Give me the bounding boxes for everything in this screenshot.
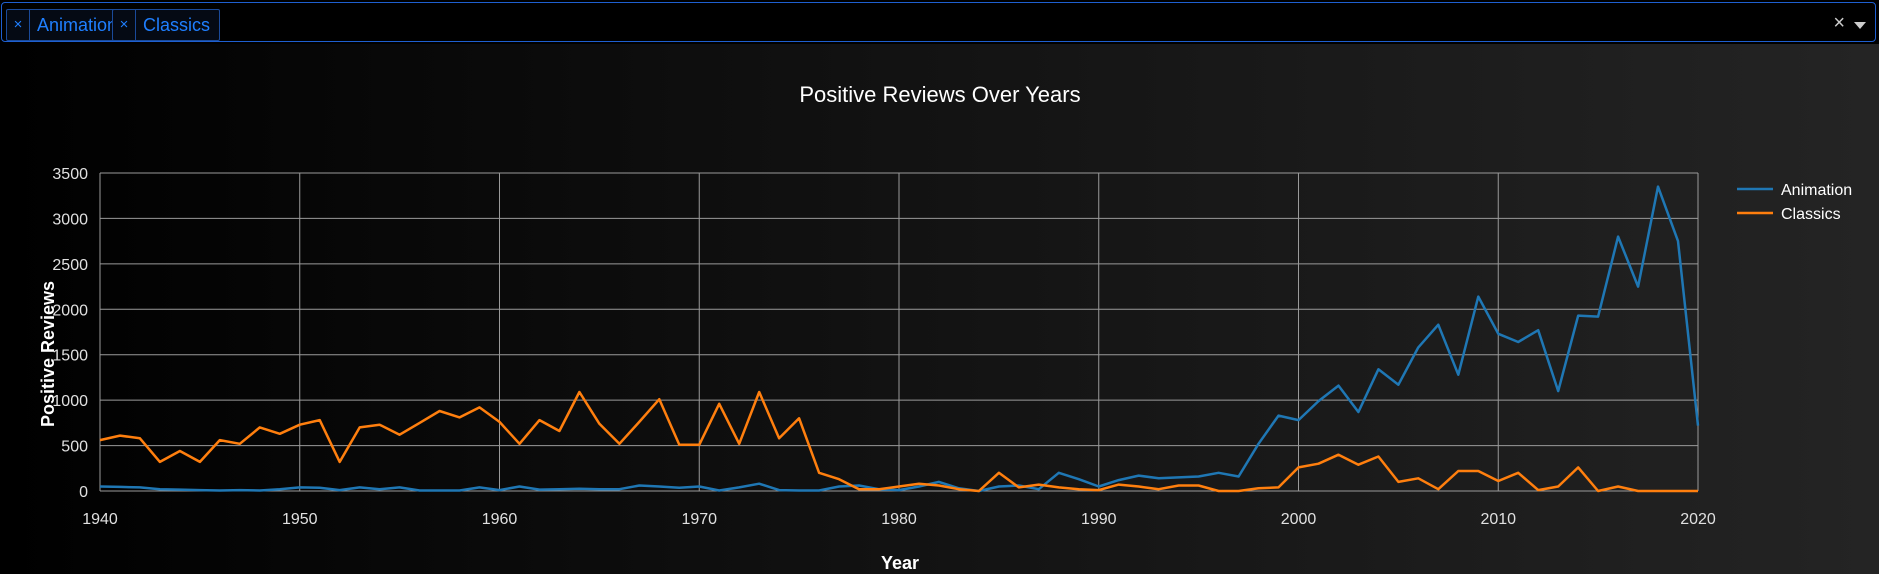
legend: Animation Classics: [1737, 182, 1852, 223]
y-tick-label: 2000: [52, 302, 88, 319]
filter-chip-label: Animation: [37, 15, 118, 35]
series-line-classics: [99, 390, 1698, 493]
x-tick-label: 1980: [881, 511, 917, 528]
y-tick-label: 1500: [52, 348, 88, 365]
clear-all-icon[interactable]: ×: [1833, 12, 1845, 34]
axis-ticks: 0 500 1000 1500 2000 2500 3000 3500 1940 1950 1960…: [52, 166, 1715, 528]
series-lines: [99, 185, 1700, 493]
y-tick-label: 3000: [52, 211, 88, 228]
filter-chip-label: Classics: [143, 15, 211, 35]
category-filter-bar[interactable]: × Animation × Classics ×: [1, 2, 1876, 42]
x-tick-label: 1950: [282, 511, 318, 528]
y-tick-label: 0: [79, 484, 88, 501]
chart-container: Positive Reviews Over Years 0 500 1000 1500…: [0, 44, 1879, 574]
x-tick-label: 1970: [681, 511, 717, 528]
legend-label-animation: Animation: [1781, 182, 1852, 199]
x-tick-label: 2000: [1281, 511, 1317, 528]
line-chart: Positive Reviews Over Years 0 500 1000 1500…: [38, 82, 1852, 573]
y-tick-label: 2500: [52, 257, 88, 274]
legend-label-classics: Classics: [1781, 206, 1841, 223]
remove-chip-icon[interactable]: ×: [113, 10, 136, 40]
x-tick-label: 2020: [1680, 511, 1716, 528]
x-tick-label: 1960: [482, 511, 518, 528]
x-axis-title: Year: [881, 553, 919, 573]
x-tick-label: 2010: [1480, 511, 1516, 528]
y-tick-label: 1000: [52, 393, 88, 410]
x-tick-label: 1990: [1081, 511, 1117, 528]
chevron-down-icon[interactable]: [1854, 22, 1866, 29]
filter-chip-classics[interactable]: × Classics: [112, 9, 221, 41]
remove-chip-icon[interactable]: ×: [7, 10, 30, 40]
filter-chip-animation[interactable]: × Animation: [6, 9, 128, 41]
series-line-animation: [99, 185, 1700, 493]
y-tick-label: 3500: [52, 166, 88, 183]
grid: [99, 172, 1699, 492]
y-axis-title: Positive Reviews: [38, 281, 58, 427]
chart-title: Positive Reviews Over Years: [799, 82, 1080, 107]
y-tick-label: 500: [61, 439, 88, 456]
x-tick-label: 1940: [82, 511, 118, 528]
